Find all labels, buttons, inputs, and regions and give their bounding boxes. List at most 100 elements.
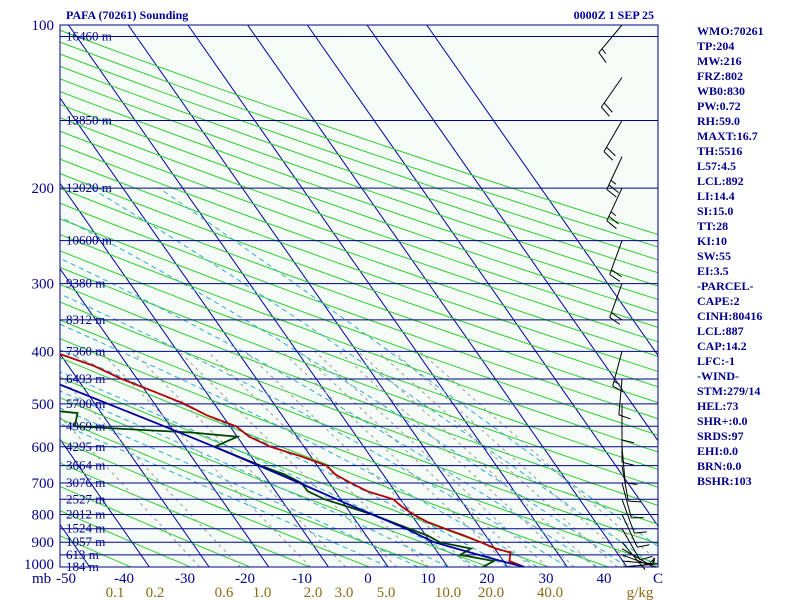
mixing-ratio-line <box>178 350 398 567</box>
temperature-tick-label: 30 <box>539 571 554 587</box>
index-item: KI:10 <box>697 234 727 248</box>
isotherm-line <box>60 182 329 567</box>
dry-adiabat-line <box>60 158 658 373</box>
mixing-ratio-tick-label: 0.2 <box>146 585 165 600</box>
height-label: 4295 m <box>66 439 105 454</box>
pressure-tick-label: 300 <box>32 277 55 293</box>
isotherm-line <box>426 25 658 357</box>
height-label: 12020 m <box>66 180 112 195</box>
isotherm-line <box>60 438 150 567</box>
mixing-ratio-line <box>281 350 512 567</box>
index-item: FRZ:802 <box>697 69 743 83</box>
height-label: 5700 m <box>66 396 105 411</box>
height-label: 613 m <box>66 547 99 562</box>
index-item: TT:28 <box>697 219 729 233</box>
index-item: WB0:830 <box>697 84 745 98</box>
wind-barb <box>621 403 635 444</box>
dry-adiabat-line <box>60 187 658 404</box>
dry-adiabat-line <box>60 172 658 388</box>
height-label: 2012 m <box>66 506 105 521</box>
mixing-ratio-tick-label: 3.0 <box>335 585 354 600</box>
sounding-profiles <box>60 353 525 567</box>
mixing-ratio-line <box>299 350 531 567</box>
dry-adiabat-line <box>60 202 658 420</box>
dry-adiabat-line <box>60 266 658 488</box>
dry-adiabat-line <box>60 144 658 357</box>
dewpoint-profile <box>60 410 497 567</box>
index-item: BRN:0.0 <box>697 459 742 473</box>
index-item: EHI:0.0 <box>697 444 739 458</box>
pressure-tick-label: 800 <box>32 507 55 523</box>
wind-barb <box>603 120 623 161</box>
wind-barb <box>600 77 623 117</box>
mixing-ratio-line <box>377 350 618 567</box>
height-label: 1524 m <box>66 521 105 536</box>
isobars <box>60 24 658 568</box>
mixing-ratio-line <box>132 350 346 567</box>
pressure-tick-label: 600 <box>32 440 55 456</box>
index-item: CAPE:2 <box>697 294 740 308</box>
temperature-profile <box>60 353 525 567</box>
wind-barb <box>612 351 624 393</box>
dry-adiabat-line <box>60 29 658 236</box>
index-item: HEL:73 <box>697 399 739 413</box>
index-item: LI:14.4 <box>697 189 735 203</box>
wind-barb <box>621 541 648 571</box>
index-item: SRDS:97 <box>697 429 744 443</box>
height-label: 4969 m <box>66 418 105 433</box>
dry-adiabat-line <box>60 53 658 261</box>
isotherm-line <box>187 25 568 567</box>
index-item: CAP:14.2 <box>697 339 747 353</box>
pressure-tick-label: 500 <box>32 397 55 413</box>
index-item: TH:5516 <box>697 144 743 158</box>
stability-indices-panel: WMO:70261 TP:204 MW:216 FRZ:802 WB0:830 PW:0.… <box>697 24 764 489</box>
station-title: PAFA (70261) Sounding <box>66 8 189 22</box>
isotherm-line <box>0 25 30 567</box>
height-label: 8312 m <box>66 312 105 327</box>
mixing-ratio-line <box>419 350 658 562</box>
height-label: 7360 m <box>66 343 105 358</box>
pressure-tick-label: 700 <box>32 476 55 492</box>
mixing-ratio-tick-label: 1.0 <box>253 585 272 600</box>
parcel-profile <box>60 383 525 567</box>
mixing-ratio-tick-label: 40.0 <box>537 585 563 600</box>
wind-barb <box>621 499 647 534</box>
moist-adiabat-line <box>60 323 538 567</box>
wind-barb <box>621 528 653 561</box>
height-label: 16460 m <box>66 28 112 43</box>
index-item: MW:216 <box>697 54 742 68</box>
wind-barb <box>621 446 638 486</box>
mixing-ratio-line <box>244 350 471 567</box>
height-label: 10600 m <box>66 233 112 248</box>
height-label: 1057 m <box>66 534 105 549</box>
sounding-time: 0000Z 1 SEP 25 <box>573 8 654 22</box>
wind-barb <box>618 378 631 420</box>
dry-adiabat-line <box>60 218 658 436</box>
temperature-tick-label: C <box>653 571 663 587</box>
index-item: CINH:80416 <box>697 309 763 323</box>
mixing-ratio-line <box>60 416 201 567</box>
mixing-ratio-line <box>393 350 636 567</box>
wind-barb <box>609 240 623 282</box>
isotherm-line <box>306 25 658 527</box>
mixing-ratio-tick-label: 20.0 <box>478 585 504 600</box>
index-item: WMO:70261 <box>697 24 764 38</box>
moist-adiabat-line <box>158 187 658 547</box>
temperature-tick-label: -20 <box>235 571 255 587</box>
pressure-tick-label: 400 <box>32 344 55 360</box>
temperature-tick-label: -50 <box>56 571 76 587</box>
isotherm-line <box>68 25 449 567</box>
mixing-ratio-tick-label: 10.0 <box>435 585 461 600</box>
pressure-tick-label: 200 <box>32 181 55 197</box>
index-item: LFC:-1 <box>697 354 735 368</box>
dry-adiabat-line <box>60 130 658 343</box>
wind-barb <box>621 482 644 519</box>
temperature-tick-label: -30 <box>175 571 195 587</box>
pressure-tick-label: 100 <box>32 18 55 34</box>
index-item: BSHR:103 <box>697 474 752 488</box>
height-label: 3076 m <box>66 475 105 490</box>
isotherm-line <box>60 97 389 567</box>
height-label: 2527 m <box>66 491 105 506</box>
isotherm-line <box>60 267 270 567</box>
index-item: -WIND- <box>697 369 739 383</box>
